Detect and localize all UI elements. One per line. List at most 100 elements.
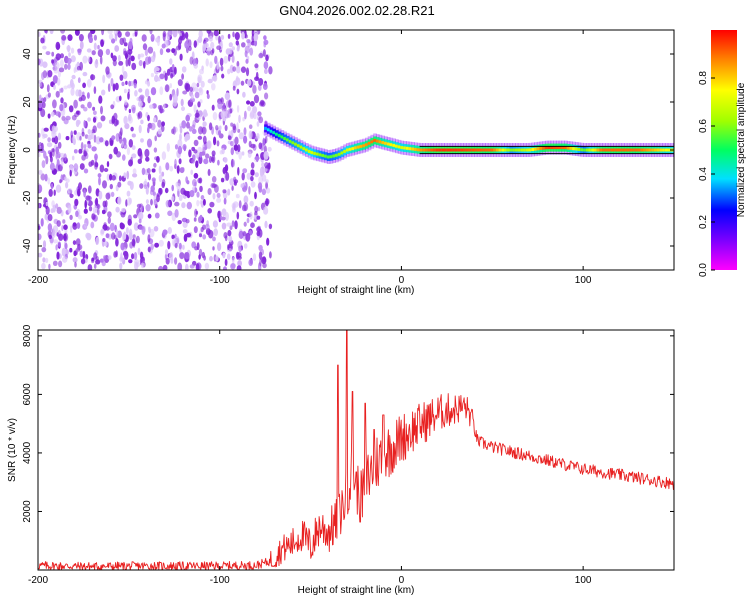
ridge-core — [397, 145, 402, 149]
ridge-core — [430, 148, 435, 152]
noise-speck — [243, 135, 248, 144]
noise-speck — [188, 149, 192, 158]
noise-speck — [107, 83, 111, 92]
noise-speck — [234, 220, 238, 230]
noise-speck — [78, 182, 82, 191]
noise-speck — [198, 254, 201, 260]
noise-speck — [127, 48, 133, 55]
ridge-core — [403, 146, 407, 150]
noise-speck — [147, 234, 151, 243]
noise-speck — [67, 34, 73, 41]
noise-speck — [104, 240, 108, 247]
noise-speck — [199, 151, 203, 158]
noise-speck — [133, 214, 138, 219]
noise-speck — [261, 174, 267, 182]
ridge-core — [531, 148, 535, 151]
noise-speck — [38, 152, 41, 158]
noise-speck — [192, 179, 197, 187]
ridge-core — [318, 153, 323, 157]
noise-speck — [107, 216, 112, 224]
noise-speck — [44, 173, 48, 182]
noise-speck — [48, 263, 51, 270]
noise-speck — [55, 53, 61, 61]
ridge-core — [315, 152, 320, 156]
noise-speck — [237, 166, 240, 176]
noise-speck — [128, 159, 133, 167]
ridge-core — [528, 148, 533, 152]
ridge-core — [476, 148, 481, 152]
noise-speck — [222, 252, 226, 259]
noise-speck — [40, 218, 44, 227]
noise-speck — [246, 172, 251, 180]
noise-speck — [78, 215, 82, 220]
ridge-core — [343, 149, 347, 153]
noise-speck — [119, 37, 125, 46]
noise-speck — [202, 121, 207, 127]
noise-speck — [78, 148, 83, 154]
noise-speck — [108, 153, 113, 160]
noise-speck — [232, 66, 237, 72]
noise-speck — [212, 220, 218, 228]
noise-speck — [150, 198, 153, 206]
noise-speck — [73, 67, 77, 74]
noise-speck — [90, 30, 96, 34]
ridge-core — [569, 146, 574, 150]
noise-speck — [109, 222, 115, 232]
noise-speck — [223, 232, 228, 239]
noise-speck — [53, 239, 59, 244]
noise-speck — [179, 53, 183, 61]
ridge-core — [520, 148, 525, 152]
noise-speck — [130, 55, 135, 62]
noise-speck — [266, 237, 270, 246]
ridge-core — [457, 148, 462, 152]
noise-speck — [232, 85, 236, 91]
noise-speck — [102, 238, 106, 242]
noise-speck — [83, 143, 87, 150]
noise-speck — [79, 40, 84, 50]
noise-speck — [123, 42, 128, 47]
noise-speck — [101, 261, 106, 267]
noise-speck — [113, 30, 118, 36]
ridge-core — [523, 148, 527, 152]
ridge-core — [498, 148, 503, 152]
ridge-core — [277, 134, 282, 138]
noise-speck — [263, 42, 267, 48]
ridge-core — [564, 146, 568, 150]
noise-speck — [107, 73, 111, 79]
noise-speck — [126, 170, 130, 180]
noise-speck — [111, 38, 116, 44]
ridge-core — [623, 148, 628, 152]
noise-speck — [172, 94, 178, 103]
ridge-core — [335, 153, 339, 157]
noise-speck — [191, 124, 196, 130]
noise-speck — [59, 152, 65, 158]
noise-speck — [242, 91, 246, 98]
ridge-core — [329, 155, 334, 159]
noise-speck — [242, 230, 247, 237]
noise-speck — [227, 188, 231, 196]
snr-y-tick-label: 2000 — [22, 500, 33, 523]
noise-speck — [72, 135, 76, 144]
ridge-core — [381, 141, 385, 145]
noise-speck — [238, 132, 244, 140]
ridge-core — [433, 148, 437, 152]
noise-speck — [127, 116, 133, 124]
noise-speck — [176, 165, 180, 174]
noise-speck — [258, 251, 263, 260]
noise-speck — [110, 77, 114, 87]
noise-speck — [101, 30, 105, 36]
noise-speck — [70, 225, 73, 234]
noise-speck — [111, 135, 116, 141]
ridge-core — [373, 138, 377, 142]
ridge-core — [626, 148, 631, 152]
noise-speck — [102, 74, 106, 84]
ridge-core — [356, 145, 361, 149]
noise-speck — [38, 132, 41, 138]
noise-speck — [247, 40, 252, 48]
noise-speck — [208, 156, 213, 163]
noise-speck — [94, 199, 98, 205]
noise-speck — [137, 247, 141, 255]
noise-speck — [92, 106, 96, 111]
ridge-core — [294, 142, 298, 146]
